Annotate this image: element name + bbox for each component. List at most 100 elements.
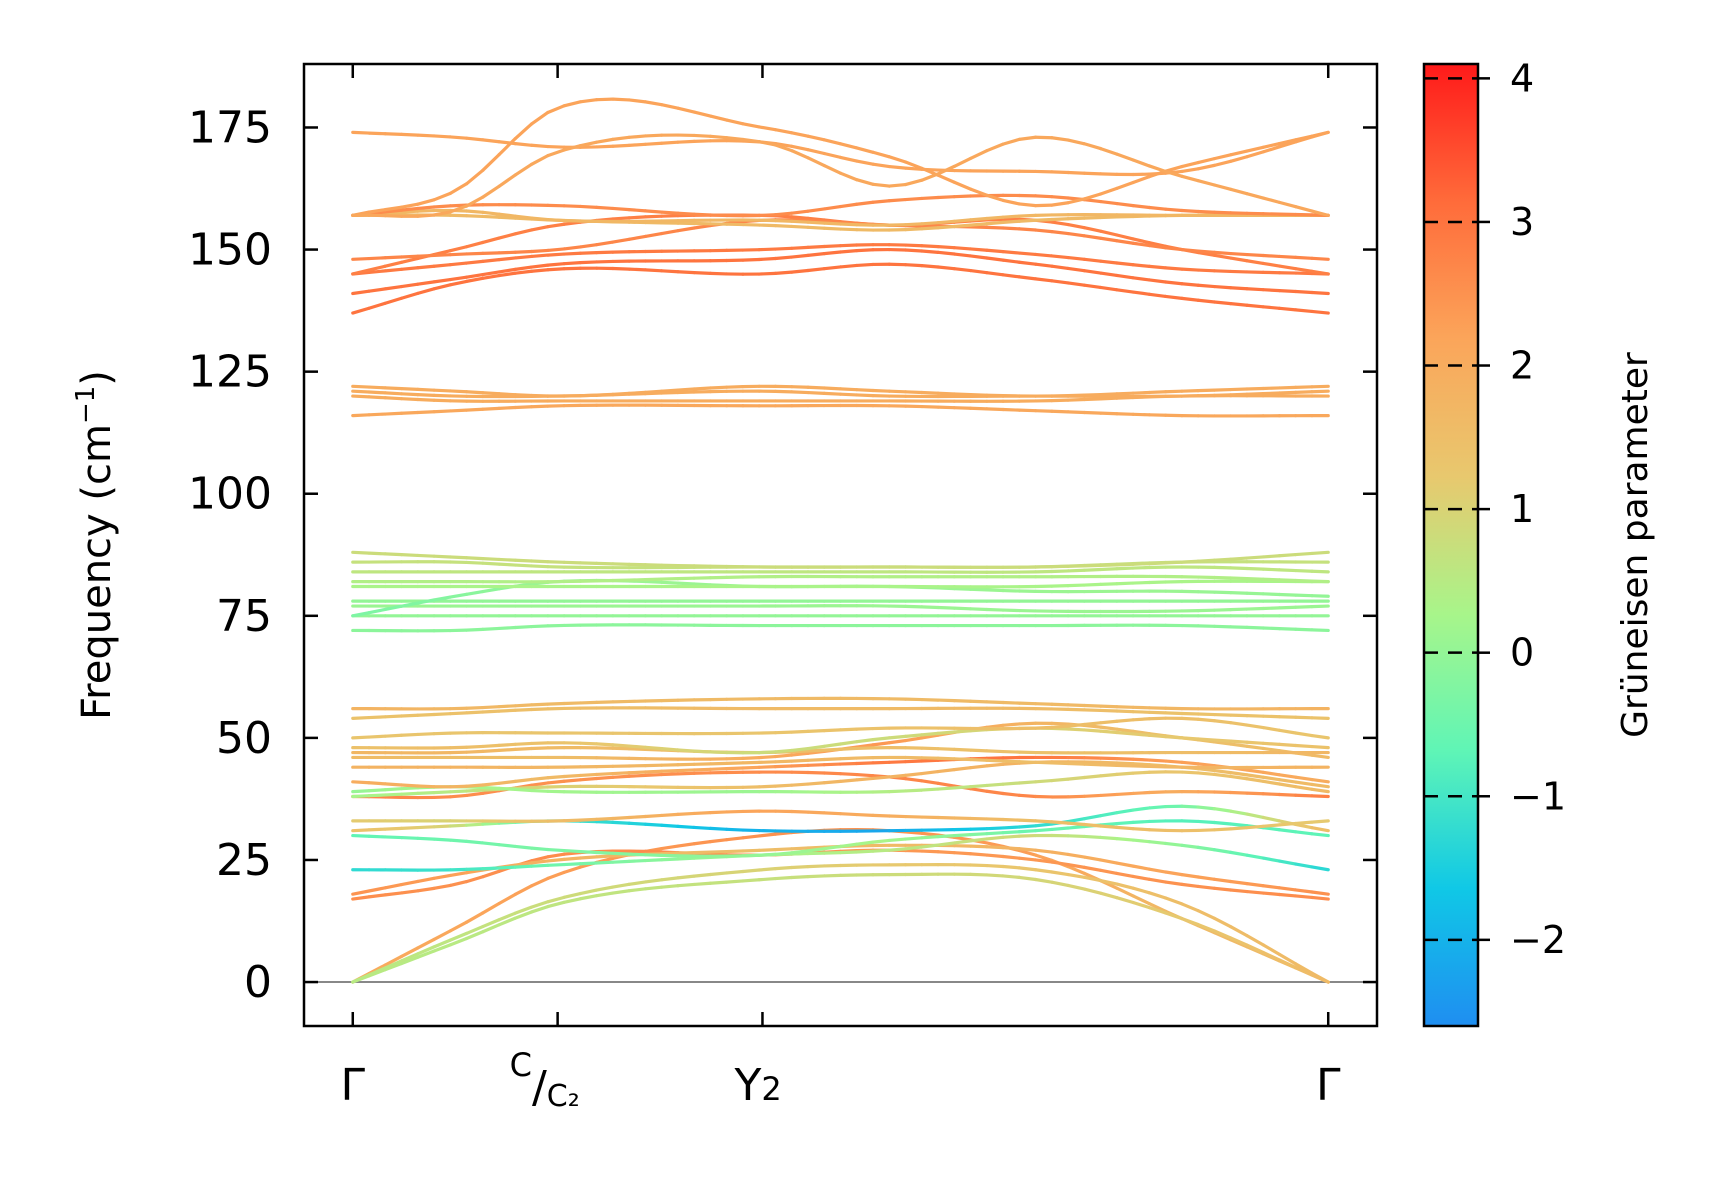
band-segment xyxy=(1294,205,1314,213)
band-segment xyxy=(383,260,404,268)
band-segment xyxy=(936,195,956,200)
band-segment xyxy=(1229,771,1249,777)
band-segment xyxy=(1277,859,1298,866)
band-13 xyxy=(351,755,1330,770)
band-segment xyxy=(1115,882,1135,890)
band-segment xyxy=(399,889,420,895)
band-segment xyxy=(968,607,989,612)
band-segment xyxy=(1050,860,1070,867)
band-segment xyxy=(1131,806,1151,812)
band-segment xyxy=(708,114,729,122)
band-segment xyxy=(367,551,387,556)
band-segment xyxy=(367,893,387,899)
band-segment xyxy=(1310,130,1330,138)
band-segment xyxy=(952,851,973,856)
band-segment xyxy=(1229,576,1249,581)
band-36 xyxy=(351,243,1330,276)
band-segment xyxy=(481,258,501,263)
band-segment xyxy=(1229,392,1249,397)
band-segment xyxy=(643,853,664,857)
band-segment xyxy=(1033,725,1054,730)
band-segment xyxy=(1082,234,1103,240)
band-segment xyxy=(643,231,664,239)
band-segment xyxy=(546,900,566,909)
band-segment xyxy=(790,865,810,870)
band-segment xyxy=(399,256,420,264)
band-segment xyxy=(643,579,664,584)
band-segment xyxy=(448,823,469,828)
band-segment xyxy=(562,251,582,256)
band-segment xyxy=(627,852,648,857)
band-segment xyxy=(1050,254,1070,260)
band-segment xyxy=(1131,263,1151,269)
band-segment xyxy=(627,821,648,826)
band-segment xyxy=(448,784,469,789)
band-segment xyxy=(497,625,517,631)
band-segment xyxy=(1033,277,1054,283)
band-segment xyxy=(497,232,517,240)
band-segment xyxy=(546,247,566,253)
band-segment xyxy=(464,627,485,632)
band-segment xyxy=(1261,577,1282,582)
band-segment xyxy=(790,875,810,880)
band-segment xyxy=(1180,770,1200,775)
band-20 xyxy=(351,623,1330,633)
band-segment xyxy=(530,746,550,751)
band-segment xyxy=(1131,732,1151,737)
band-segment xyxy=(790,729,810,734)
band-segment xyxy=(1261,196,1282,204)
band-segment xyxy=(806,156,826,168)
band-segment xyxy=(757,750,778,755)
band-segment xyxy=(985,225,1005,230)
band-segment xyxy=(383,386,404,391)
band-segment xyxy=(660,269,680,274)
band-segment xyxy=(708,767,729,771)
band-segment xyxy=(611,889,631,895)
band-segment xyxy=(1229,387,1249,392)
band-segment xyxy=(1147,241,1168,248)
band-segment xyxy=(546,779,566,785)
band-segment xyxy=(968,216,989,222)
band-segment xyxy=(1066,568,1086,573)
band-segment xyxy=(838,171,859,182)
band-segment xyxy=(1115,825,1135,831)
band-segment xyxy=(708,880,729,885)
band-segment xyxy=(1131,838,1151,844)
band-segment xyxy=(448,135,469,140)
band-segment xyxy=(432,790,452,795)
band-segment xyxy=(757,765,778,769)
band-segment xyxy=(1196,717,1217,723)
band-segment xyxy=(887,837,908,843)
band-segment xyxy=(1115,871,1135,879)
band-segment xyxy=(1066,216,1086,221)
band-segment xyxy=(464,924,485,936)
band-segment xyxy=(1082,397,1103,402)
band-segment xyxy=(741,765,761,770)
band-segment xyxy=(1033,702,1054,706)
band-segment xyxy=(806,218,826,223)
band-segment xyxy=(822,204,843,211)
band-segment xyxy=(1180,167,1200,174)
band-segment xyxy=(1196,845,1217,852)
band-segment xyxy=(1115,239,1135,245)
band-segment xyxy=(1147,278,1168,284)
band-segment xyxy=(1050,264,1070,271)
band-segment xyxy=(595,850,615,855)
band-segment xyxy=(1131,158,1151,168)
band-segment xyxy=(643,100,664,107)
band-segment xyxy=(660,772,680,777)
band-segment xyxy=(1115,288,1135,294)
band-segment xyxy=(952,156,973,168)
band-segment xyxy=(1066,707,1086,712)
band-segment xyxy=(530,702,550,707)
band-segment xyxy=(627,744,648,749)
band-segment xyxy=(464,209,485,214)
band-segment xyxy=(416,280,436,286)
band-segment xyxy=(855,738,875,744)
band-segment xyxy=(448,408,469,413)
band-segment xyxy=(1196,712,1217,717)
band-segment xyxy=(416,791,436,795)
band-segment xyxy=(855,726,875,731)
band-segment xyxy=(1066,170,1086,175)
band-segment xyxy=(481,561,501,566)
